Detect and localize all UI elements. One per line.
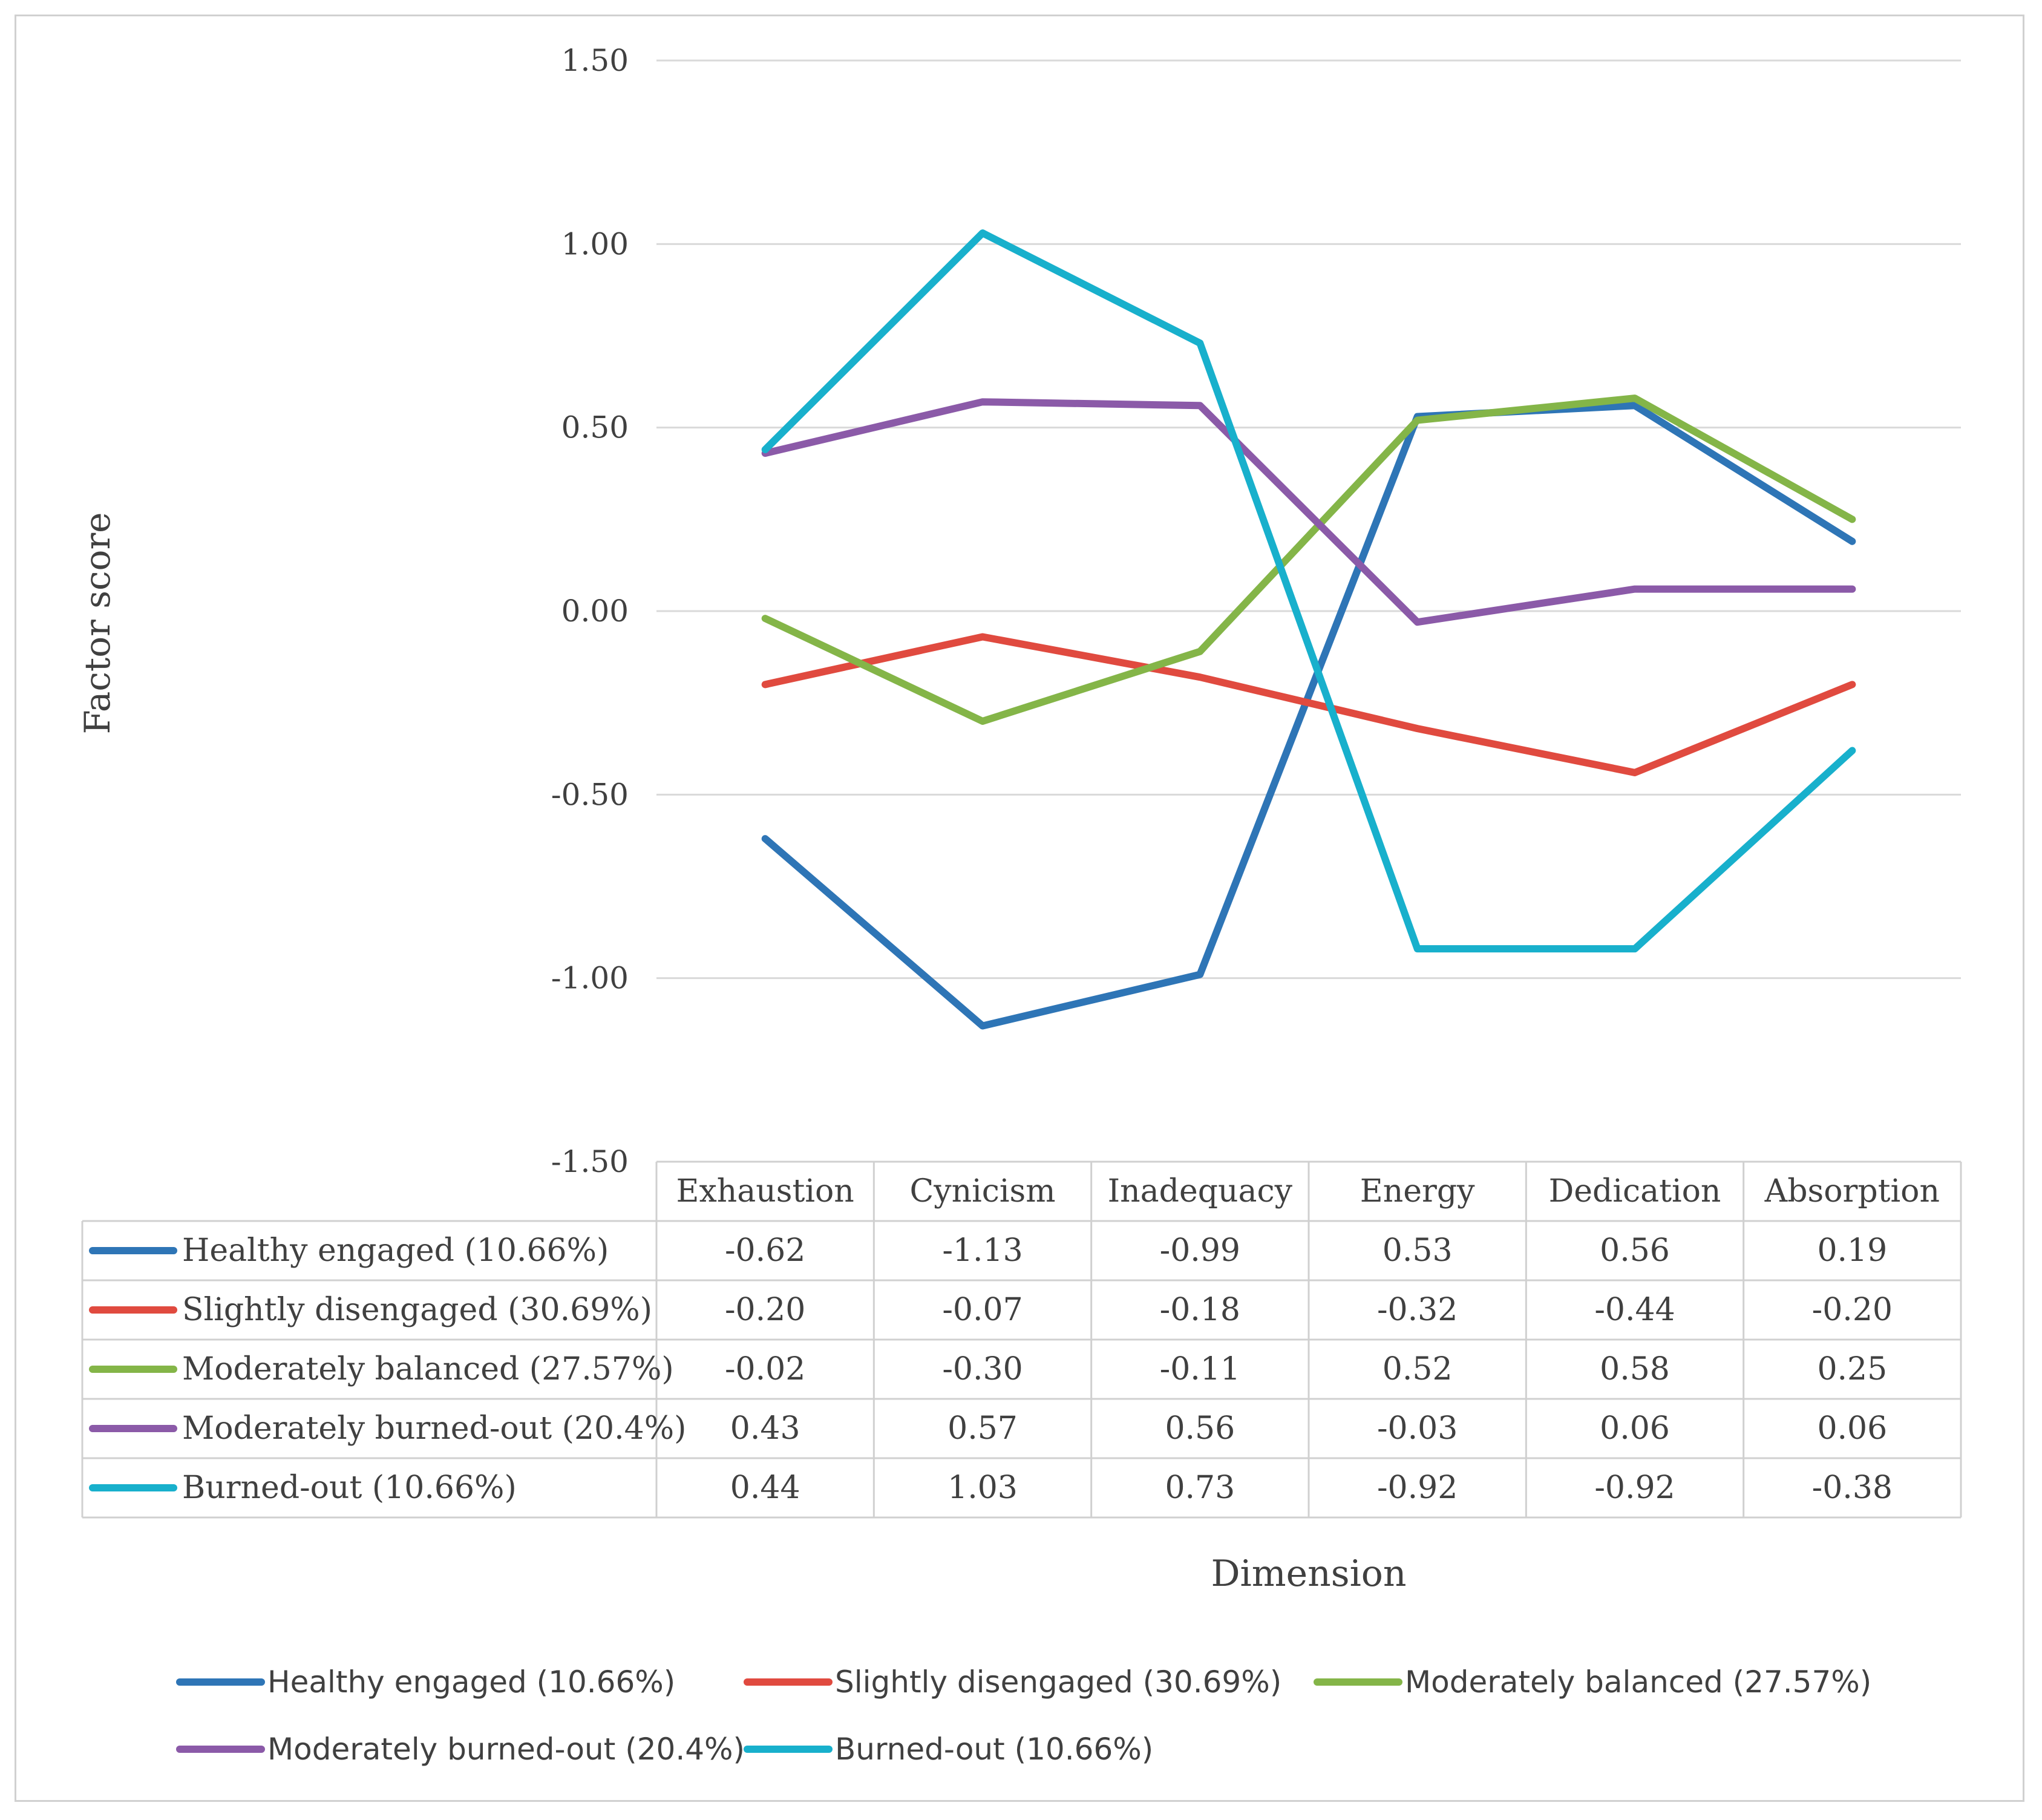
table-series-name: Moderately burned-out (20.4%) — [182, 1410, 686, 1447]
table-cell-value: 0.06 — [1817, 1410, 1887, 1447]
category-label: Inadequacy — [1108, 1173, 1293, 1210]
category-label: Energy — [1360, 1173, 1475, 1210]
table-cell-value: 0.19 — [1817, 1232, 1887, 1269]
table-cell-value: 0.43 — [730, 1410, 800, 1447]
chart-frame: 1.50 1.00 0.50 0.00 -0.50 -1.00 -1.50 Factor sc… — [15, 15, 2024, 1802]
y-axis-title: Factor score — [77, 512, 118, 735]
category-label: Exhaustion — [676, 1173, 854, 1210]
table-cell-value: 0.44 — [730, 1470, 800, 1506]
category-label: Absorption — [1764, 1173, 1940, 1210]
series-line — [761, 394, 1856, 725]
table-cell-value: -0.11 — [1160, 1351, 1240, 1387]
y-tick-label: 0.00 — [561, 594, 629, 629]
series-line — [761, 229, 1856, 953]
table-cell-value: 0.06 — [1600, 1410, 1670, 1447]
legend-label: Slightly disengaged (30.69%) — [835, 1665, 1281, 1700]
table-cell-value: -0.30 — [942, 1351, 1023, 1387]
table-cell-value: 0.56 — [1600, 1232, 1670, 1269]
x-axis-title: Dimension — [1211, 1553, 1406, 1595]
y-tick-label: -1.50 — [551, 1144, 629, 1179]
table-series-name: Burned-out (10.66%) — [182, 1470, 517, 1506]
table-series-name: Slightly disengaged (30.69%) — [182, 1292, 652, 1328]
y-tick-label: 1.50 — [561, 43, 629, 78]
y-tick-label: 0.50 — [561, 410, 629, 445]
table-cell-value: -0.99 — [1160, 1232, 1240, 1269]
line-chart: 1.50 1.00 0.50 0.00 -0.50 -1.00 -1.50 Factor sc… — [77, 43, 1962, 1767]
table-cell-value: 0.52 — [1383, 1351, 1453, 1387]
table-cell-value: -0.62 — [725, 1232, 805, 1269]
series-line — [761, 398, 1856, 626]
legend-label: Moderately balanced (27.57%) — [1405, 1665, 1871, 1700]
table-cell-value: 0.25 — [1817, 1351, 1887, 1387]
table-cell-value: -0.18 — [1160, 1292, 1240, 1328]
table-cell-value: 0.56 — [1165, 1410, 1235, 1447]
table-cell-value: 0.53 — [1383, 1232, 1453, 1269]
series-line — [761, 402, 1856, 1030]
table-cell-value: 1.03 — [947, 1470, 1018, 1506]
table-cell-value: -0.03 — [1377, 1410, 1458, 1447]
y-tick-label: -1.00 — [551, 961, 629, 996]
table-cell-value: -0.20 — [1812, 1292, 1893, 1328]
table-cell-value: -0.92 — [1377, 1470, 1458, 1506]
table-series-name: Moderately balanced (27.57%) — [182, 1351, 674, 1387]
table-cell-value: -1.13 — [942, 1232, 1023, 1269]
table-cell-value: 0.73 — [1165, 1470, 1235, 1506]
table-cell-value: -0.02 — [725, 1351, 805, 1387]
table-cell-value: -0.92 — [1594, 1470, 1675, 1506]
legend-label: Burned-out (10.66%) — [835, 1732, 1153, 1767]
table-cell-value: 0.58 — [1600, 1351, 1670, 1387]
table-cell-value: -0.38 — [1812, 1470, 1893, 1506]
table-cell-value: -0.32 — [1377, 1292, 1458, 1328]
table-cell-value: 0.57 — [947, 1410, 1018, 1447]
legend-label: Moderately burned-out (20.4%) — [267, 1732, 745, 1767]
table-cell-value: -0.44 — [1594, 1292, 1675, 1328]
table-series-name: Healthy engaged (10.66%) — [182, 1232, 609, 1269]
category-label: Dedication — [1549, 1173, 1721, 1210]
legend-label: Healthy engaged (10.66%) — [267, 1665, 675, 1700]
y-tick-label: 1.00 — [561, 226, 629, 261]
table-cell-value: -0.20 — [725, 1292, 805, 1328]
y-tick-label: -0.50 — [551, 777, 629, 812]
table-cell-value: -0.07 — [942, 1292, 1023, 1328]
category-label: Cynicism — [909, 1173, 1055, 1210]
series-line — [761, 633, 1856, 776]
